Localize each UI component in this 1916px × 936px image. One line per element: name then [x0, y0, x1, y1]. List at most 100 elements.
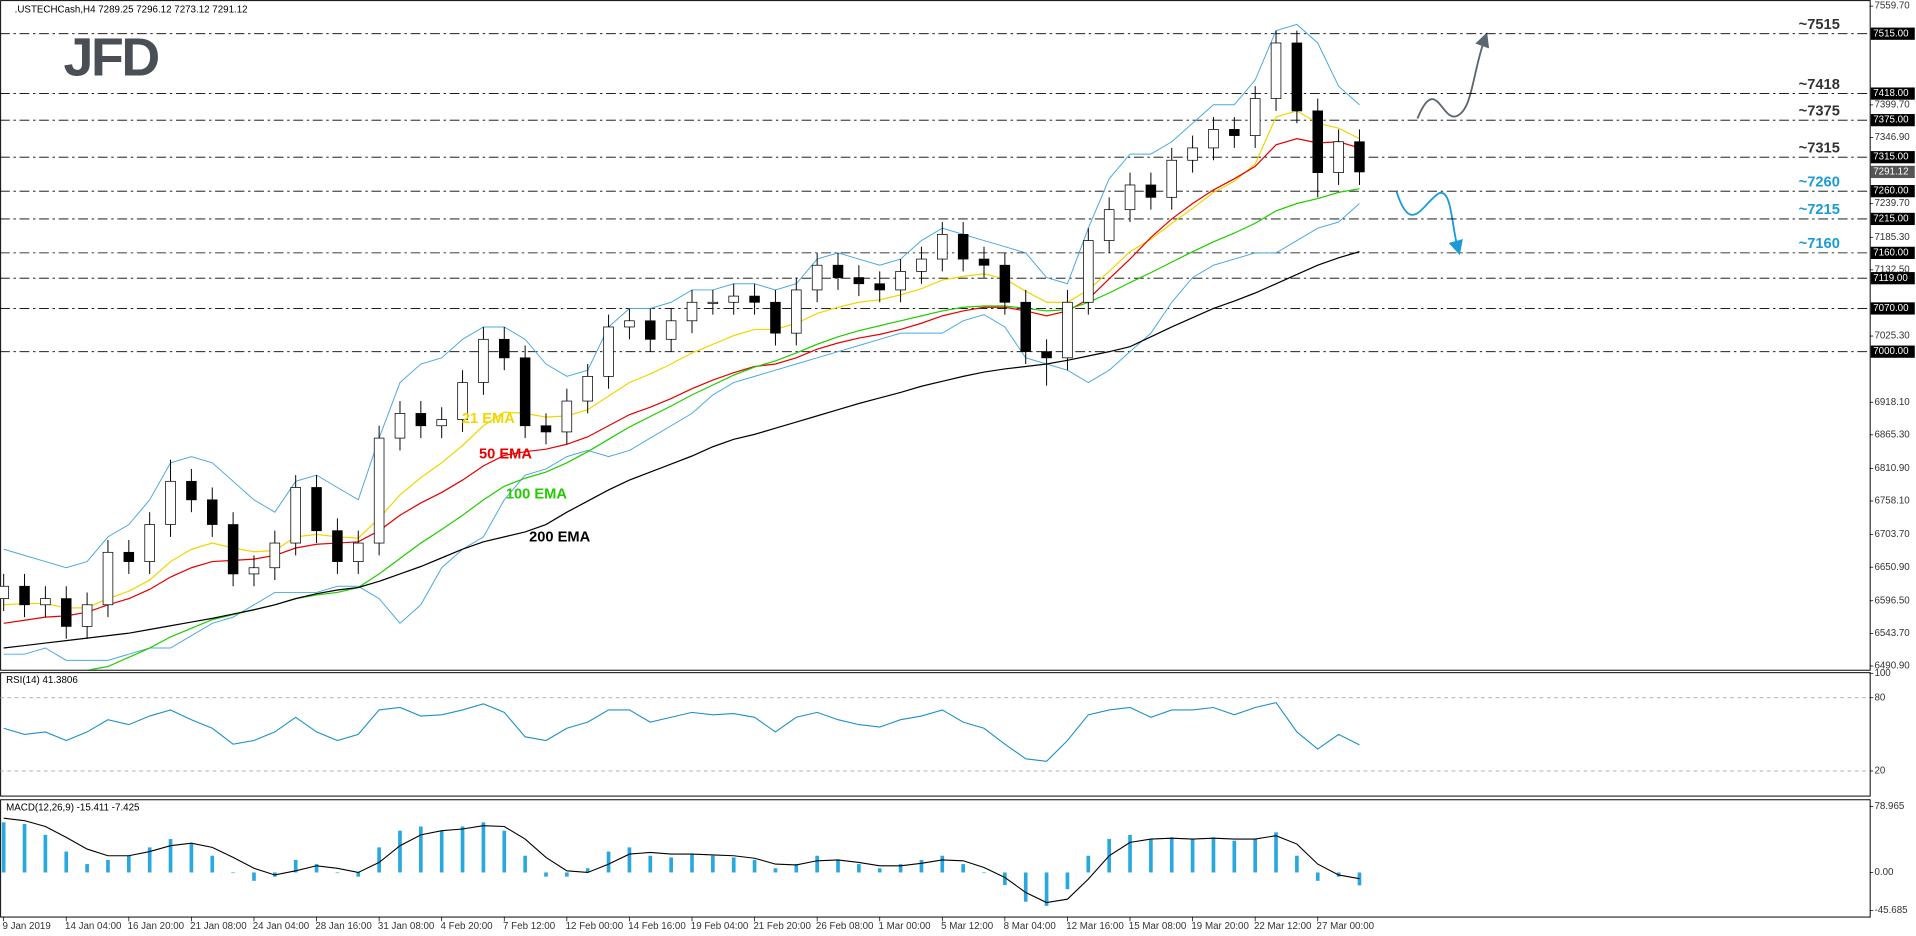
candle-body	[311, 487, 322, 532]
macd-bar	[85, 864, 89, 873]
bullish-scenario-arrow	[1416, 32, 1490, 119]
candle-body	[1145, 184, 1157, 198]
level-label: 7315.00	[1873, 152, 1909, 163]
y-tick-label: -45.685	[1874, 905, 1908, 916]
ema-line	[87, 188, 1360, 670]
macd-bar	[356, 872, 361, 877]
candle-body	[978, 258, 990, 266]
macd-bar	[690, 854, 694, 873]
ema-label: 50 EMA	[479, 446, 532, 462]
macd-bar	[335, 872, 340, 874]
candle-body	[123, 551, 135, 562]
x-tick-label: 19 Feb 04:00	[691, 921, 749, 932]
candle-body	[373, 437, 385, 544]
macd-bar	[168, 839, 173, 873]
candle-body	[1208, 129, 1219, 149]
x-tick-label: 12 Mar 16:00	[1066, 921, 1124, 932]
candle-body	[40, 598, 51, 606]
macd-bar	[711, 855, 715, 873]
macd-bar	[1315, 872, 1320, 881]
candle-body	[749, 295, 760, 303]
candle-body	[895, 271, 906, 291]
y-tick-label: 7559.70	[1874, 1, 1910, 12]
macd-bar	[773, 868, 778, 873]
x-tick-label: 9 Jan 2019	[2, 921, 50, 932]
candle-body	[770, 301, 781, 334]
macd-bar	[293, 859, 298, 873]
level-label: 7070.00	[1873, 303, 1909, 314]
level-label-box	[1870, 114, 1915, 127]
level-label: 7418.00	[1873, 88, 1909, 99]
x-tick-label: 21 Feb 20:00	[753, 921, 811, 932]
macd-bar	[314, 864, 319, 873]
x-tick-label: 14 Feb 16:00	[628, 921, 686, 932]
macd-bar	[1169, 837, 1174, 873]
macd-bar	[1253, 839, 1258, 873]
candle-body	[186, 480, 197, 501]
candle-body	[1229, 129, 1240, 136]
y-tick-label: 6650.90	[1874, 562, 1910, 573]
x-tick-label: 15 Mar 08:00	[1129, 921, 1187, 932]
macd-bar	[919, 859, 924, 873]
level-label-box	[1870, 302, 1915, 315]
candle-body	[81, 604, 93, 627]
macd-bar	[1065, 872, 1070, 890]
candle-body	[791, 289, 802, 334]
level-label: 7119.00	[1873, 273, 1908, 284]
candle-body	[227, 524, 239, 575]
candle-body	[436, 419, 447, 427]
candle-body	[1062, 301, 1073, 359]
last-price-label: 7291.12	[1873, 167, 1908, 178]
macd-bar	[1274, 832, 1278, 873]
x-tick-label: 4 Feb 20:00	[440, 921, 493, 932]
macd-signal	[3, 817, 1360, 904]
ema-label: 100 EMA	[506, 487, 568, 503]
x-tick-label: 27 Mar 00:00	[1317, 921, 1375, 932]
level-annotation: ~7375	[1799, 103, 1840, 119]
macd-bar	[1190, 839, 1195, 873]
level-annotation: ~7515	[1799, 17, 1840, 33]
candle-body	[1083, 240, 1094, 303]
macd-bar	[189, 843, 194, 873]
y-tick-label: 0.00	[1874, 867, 1894, 878]
macd-bar	[231, 872, 235, 874]
macd-bar	[627, 847, 632, 873]
y-tick-label: 6810.90	[1874, 463, 1910, 474]
macd-bar	[731, 857, 736, 873]
x-tick-label: 5 Mar 12:00	[941, 921, 994, 932]
rsi-panel	[0, 672, 1871, 797]
candle-body	[499, 338, 510, 359]
candle-body	[937, 233, 948, 260]
x-tick-label: 8 Mar 04:00	[1004, 921, 1057, 932]
level-label: 7000.00	[1873, 346, 1909, 357]
macd-bar	[585, 868, 590, 873]
ema-line	[3, 138, 1360, 624]
y-tick-label: 100	[1874, 668, 1891, 679]
candle-body	[290, 487, 301, 544]
price-panel	[0, 0, 1871, 671]
macd-bar	[43, 834, 48, 873]
candle-body	[19, 585, 30, 606]
bearish-scenario-arrow	[1395, 191, 1463, 256]
level-label: 7515.00	[1873, 28, 1909, 39]
x-tick-label: 21 Jan 08:00	[190, 921, 247, 932]
x-tick-label: 7 Feb 12:00	[503, 921, 556, 932]
bollinger-upper	[3, 23, 1360, 569]
level-label: 7215.00	[1873, 214, 1909, 225]
level-annotation: ~7215	[1799, 202, 1840, 218]
candle-body	[1270, 42, 1282, 99]
y-tick-label: 6490.90	[1874, 661, 1910, 672]
candle-body	[540, 425, 552, 433]
macd-bar	[460, 826, 465, 873]
macd-bar	[1, 822, 6, 873]
macd-bar	[22, 823, 27, 873]
macd-bar	[523, 855, 527, 873]
macd-bar	[1295, 855, 1299, 873]
bollinger-lower	[3, 203, 1360, 661]
candle-body	[665, 320, 677, 340]
last-price-box	[1870, 165, 1915, 179]
macd-bar	[126, 855, 131, 873]
y-tick-label: 80	[1874, 692, 1885, 703]
macd-bar	[752, 859, 757, 873]
level-label-box	[1870, 212, 1915, 226]
